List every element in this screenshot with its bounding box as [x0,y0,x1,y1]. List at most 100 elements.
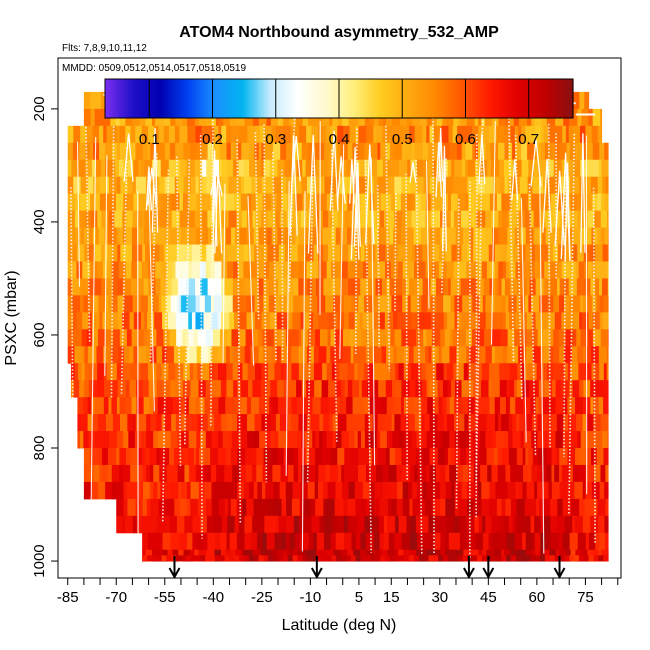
colorbar-swatch [528,79,532,118]
heatmap-cell [547,397,557,415]
heatmap-cell [227,329,232,347]
heatmap-cell [495,346,504,364]
heatmap-cell [343,295,352,313]
heatmap-cell [307,481,316,500]
heatmap-cell [500,176,505,195]
heatmap-cell [249,159,256,178]
x-tick-label: 75 [577,589,594,606]
heatmap-cell [228,431,233,449]
profile-line [184,159,191,446]
heatmap-cell [428,142,435,161]
heatmap-cell [71,295,81,313]
heatmap-cell [186,498,191,517]
heatmap-cell [458,498,468,517]
heatmap-cell [295,227,299,246]
heatmap-cell [542,397,549,415]
heatmap-cell [414,278,419,296]
heatmap-cell [348,244,357,262]
colorbar-swatch [413,79,417,118]
heatmap-cell [499,159,505,178]
colorbar-swatch [306,79,310,118]
heatmap-cell [238,278,245,296]
heatmap-cell [512,142,516,161]
heatmap-cell [475,210,483,229]
heatmap-cell [556,414,564,432]
colorbar-swatch [198,79,202,118]
colorbar-swatch [294,79,298,118]
heatmap-cell [318,380,323,398]
heatmap-cell [505,193,512,212]
heatmap-cell [195,397,201,415]
heatmap-cell [554,312,562,330]
colorbar-swatch [500,79,504,118]
colorbar-swatch [493,79,497,118]
heatmap-cell [354,414,361,432]
heatmap-cell [530,555,536,562]
colorbar-swatch [327,79,331,118]
heatmap-cell [324,532,331,551]
heatmap-cell [569,532,579,551]
heatmap-cell [303,346,308,364]
heatmap-cell [123,295,131,313]
heatmap-cell [472,142,476,161]
heatmap-cell [531,464,538,483]
heatmap-cell [117,227,121,246]
heatmap-cell [515,176,521,195]
heatmap-cell [373,176,378,195]
heatmap-cell [500,244,508,262]
heatmap-cell [598,159,602,178]
heatmap-cell [362,448,370,466]
heatmap-cell [207,414,212,432]
heatmap-cell [164,431,172,449]
heatmap-cell [407,159,412,178]
heatmap-cell [432,397,440,415]
heatmap-cell [388,210,395,229]
colorbar-swatch [243,79,246,118]
heatmap-cell [337,142,341,161]
y-tick-label: 1000 [31,544,48,577]
heatmap-cell [83,397,89,415]
heatmap-cell [408,481,413,500]
heatmap-cell [443,278,449,296]
heatmap-cell [276,346,282,364]
heatmap-cell [214,532,221,551]
heatmap-cell [400,414,410,432]
heatmap-cell [188,397,197,415]
profile-line [475,120,484,486]
heatmap-cell [77,244,85,262]
heatmap-cell [373,498,380,517]
heatmap-cell [360,431,366,449]
heatmap-cell [598,555,604,562]
heatmap-cell [101,431,110,449]
heatmap-cell [403,397,408,415]
heatmap-cell [155,261,162,279]
colorbar-swatch [537,79,541,118]
heatmap-cell [457,464,464,483]
heatmap-cell [119,464,124,483]
heatmap-cell [146,329,151,347]
colorbar-swatch [343,79,347,118]
heatmap-cell [126,193,134,212]
heatmap-cell [318,193,328,212]
profile-line [490,121,496,345]
heatmap-cell [207,278,216,296]
heatmap-cell [574,481,584,500]
heatmap-cell [234,142,239,161]
heatmap-cell [98,481,106,500]
heatmap-cell [501,193,507,212]
heatmap-cell [476,244,486,262]
heatmap-cell [112,448,117,466]
heatmap-cell [187,261,193,279]
colorbar-swatch [158,79,162,118]
heatmap-cell [83,91,91,110]
heatmap-cell [215,193,221,212]
heatmap-cell [406,515,411,534]
heatmap-cell [327,329,332,347]
heatmap-cell [96,346,104,364]
heatmap-cell [485,142,491,161]
heatmap-cell [412,193,416,212]
heatmap-cell [179,448,189,466]
heatmap-cell [342,481,350,500]
heatmap-cell [200,515,208,534]
heatmap-cell [263,295,270,313]
